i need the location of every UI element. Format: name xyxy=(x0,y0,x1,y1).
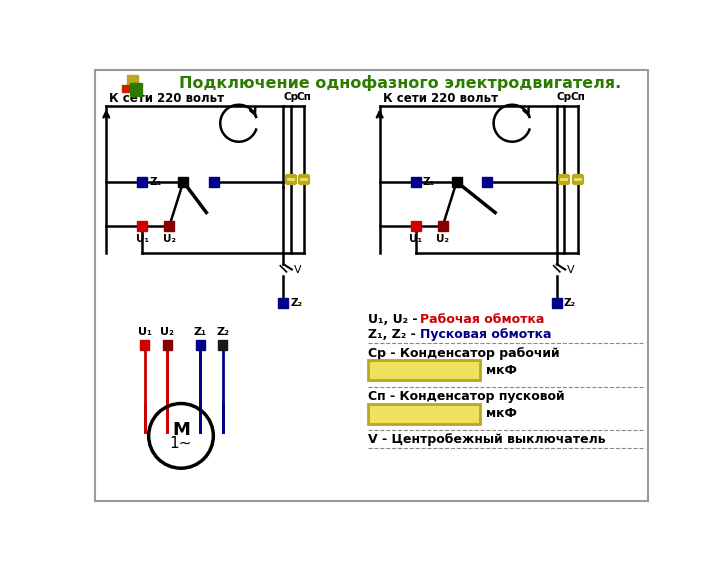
Text: U₂: U₂ xyxy=(160,327,174,337)
Text: V: V xyxy=(567,264,574,275)
Text: Cп: Cп xyxy=(570,93,585,102)
Text: Cр: Cр xyxy=(557,93,572,102)
Bar xyxy=(573,176,583,182)
Text: Z₂: Z₂ xyxy=(290,298,302,308)
Text: Cп: Cп xyxy=(297,93,312,102)
Bar xyxy=(138,221,147,231)
Text: Z₂: Z₂ xyxy=(563,298,576,308)
Text: U₁: U₁ xyxy=(136,234,149,244)
Bar xyxy=(122,85,129,92)
Bar xyxy=(299,176,309,182)
Bar xyxy=(138,177,147,187)
Bar xyxy=(438,221,448,231)
Bar xyxy=(196,340,205,350)
Text: Ср - Конденсатор рабочий: Ср - Конденсатор рабочий xyxy=(368,346,560,359)
Text: К сети 220 вольт: К сети 220 вольт xyxy=(109,92,225,105)
Bar xyxy=(162,340,172,350)
Text: U₁: U₁ xyxy=(410,234,423,244)
Bar xyxy=(278,298,289,308)
Text: V: V xyxy=(294,264,301,275)
Text: 1~: 1~ xyxy=(170,436,192,451)
Bar xyxy=(209,177,219,187)
Bar xyxy=(482,177,492,187)
Text: Z₁: Z₁ xyxy=(194,327,207,337)
Bar xyxy=(130,83,143,95)
Bar xyxy=(140,340,149,350)
Text: Подключение однофазного электродвигателя.: Подключение однофазного электродвигателя… xyxy=(179,75,621,91)
Bar xyxy=(286,176,296,182)
Text: Cр: Cр xyxy=(283,93,299,102)
Text: К сети 220 вольт: К сети 220 вольт xyxy=(383,92,498,105)
Bar xyxy=(411,221,420,231)
Bar xyxy=(127,75,138,85)
Text: U₂: U₂ xyxy=(163,234,176,244)
Text: мкФ: мкФ xyxy=(486,364,517,377)
Text: Z₁: Z₁ xyxy=(423,177,435,187)
Text: V - Центробежный выключатель: V - Центробежный выключатель xyxy=(368,433,605,446)
Bar xyxy=(368,403,480,424)
Text: U₁, U₂ -: U₁, U₂ - xyxy=(368,312,422,325)
Text: Z₁, Z₂ -: Z₁, Z₂ - xyxy=(368,328,420,341)
Bar xyxy=(368,360,480,380)
Text: Z₁: Z₁ xyxy=(149,177,162,187)
Text: Рабочая обмотка: Рабочая обмотка xyxy=(420,312,544,325)
Bar xyxy=(218,340,227,350)
Bar xyxy=(560,176,569,182)
Bar xyxy=(165,221,175,231)
Bar xyxy=(178,177,188,187)
Bar xyxy=(452,177,462,187)
Text: мкФ: мкФ xyxy=(486,407,517,420)
Text: M: M xyxy=(172,421,190,438)
Text: Сп - Конденсатор пусковой: Сп - Конденсатор пусковой xyxy=(368,390,565,403)
Bar xyxy=(411,177,420,187)
Text: Пусковая обмотка: Пусковая обмотка xyxy=(420,328,552,341)
Bar xyxy=(552,298,562,308)
Text: U₁: U₁ xyxy=(138,327,152,337)
Text: Z₂: Z₂ xyxy=(216,327,229,337)
Text: U₂: U₂ xyxy=(436,234,450,244)
